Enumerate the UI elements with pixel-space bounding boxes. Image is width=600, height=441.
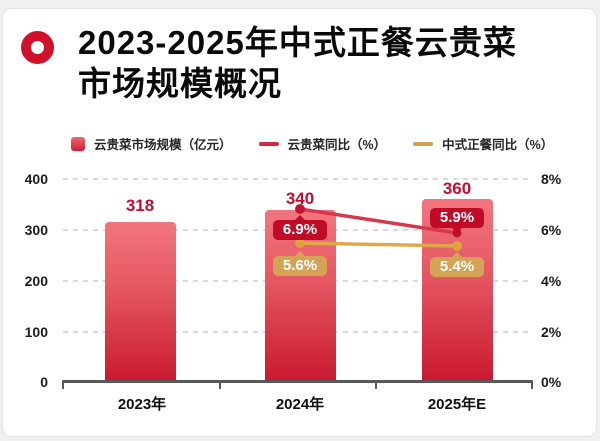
- y2-axis-tick-8pct: 8%: [541, 171, 562, 187]
- legend-item-yungui-yoy: 云贵菜同比（%）: [258, 134, 387, 153]
- y-axis-tick-300: 300: [24, 222, 48, 238]
- badge-yungui-yoy-2025e: 5.9%: [430, 208, 484, 233]
- legend-label: 云贵菜市场规模（亿元）: [94, 138, 232, 152]
- x-axis-tick: [531, 381, 533, 389]
- x-axis-tick: [375, 381, 377, 389]
- x-axis-label-2024: 2024年: [275, 396, 325, 413]
- x-axis-label-2023: 2023年: [117, 396, 167, 413]
- y-axis-tick-100: 100: [24, 324, 48, 340]
- badge-zhongshi-yoy-2025e: 5.4%: [430, 252, 484, 277]
- y2-axis-tick-2pct: 2%: [541, 324, 562, 340]
- legend-item-market-size: 云贵菜市场规模（亿元）: [71, 134, 232, 153]
- bar-swatch-icon: [71, 136, 85, 151]
- bar-value-2024: 340: [285, 189, 315, 208]
- y-axis-tick-400: 400: [24, 171, 48, 187]
- bar-value-2023: 318: [125, 196, 155, 215]
- y-axis-tick-0: 0: [40, 374, 48, 390]
- x-axis-tick: [219, 381, 221, 389]
- bar-2023: [105, 222, 176, 382]
- y2-axis-tick-0pct: 0%: [541, 374, 562, 390]
- gold-line-swatch-icon: [413, 141, 434, 146]
- legend-item-zhongshi-yoy: 中式正餐同比（%）: [413, 134, 553, 153]
- x-axis-line: [62, 380, 533, 383]
- bar-value-2025e: 360: [442, 179, 472, 198]
- badge-zhongshi-yoy-2024: 5.6%: [273, 251, 327, 276]
- badge-yungui-yoy-2024: 6.9%: [273, 215, 327, 240]
- legend-label: 云贵菜同比（%）: [287, 138, 387, 152]
- page-title: 2023-2025年中式正餐云贵菜 市场规模概况: [78, 22, 583, 104]
- x-axis-label-2025e: 2025年E: [427, 396, 487, 413]
- page-title-line2: 市场规模概况: [78, 65, 282, 102]
- chart-legend: 云贵菜市场规模（亿元） 云贵菜同比（%） 中式正餐同比（%）: [71, 134, 553, 153]
- y2-axis-tick-6pct: 6%: [541, 222, 562, 238]
- legend-label: 中式正餐同比（%）: [442, 138, 554, 152]
- red-line-swatch-icon: [258, 141, 279, 146]
- y-axis-tick-200: 200: [24, 273, 48, 289]
- red-donut-icon: [21, 31, 54, 64]
- x-axis-tick: [62, 381, 64, 389]
- gridline-400: [63, 178, 533, 180]
- y2-axis-tick-4pct: 4%: [541, 273, 562, 289]
- page-title-line1: 2023-2025年中式正餐云贵菜: [78, 24, 517, 61]
